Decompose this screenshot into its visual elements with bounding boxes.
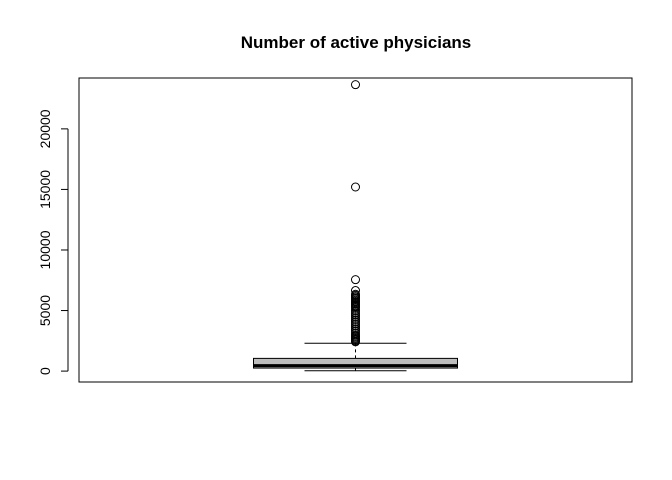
- y-tick-label: 20000: [37, 109, 53, 148]
- outlier-point: [351, 80, 360, 90]
- outlier-point: [351, 337, 360, 347]
- plot-frame: [78, 77, 633, 383]
- outlier-points: [351, 80, 360, 347]
- chart-title: Number of active physicians: [241, 33, 472, 52]
- y-tick-label: 0: [37, 367, 53, 375]
- boxplot: [253, 342, 458, 372]
- y-tick-label: 10000: [37, 230, 53, 269]
- y-axis: 0 5000 10000 15000 20000: [37, 109, 69, 375]
- iqr-box: [253, 357, 458, 369]
- y-tick-label: 15000: [37, 170, 53, 209]
- outlier-point: [351, 275, 360, 285]
- outlier-point: [351, 182, 360, 192]
- y-tick-label: 5000: [37, 295, 53, 326]
